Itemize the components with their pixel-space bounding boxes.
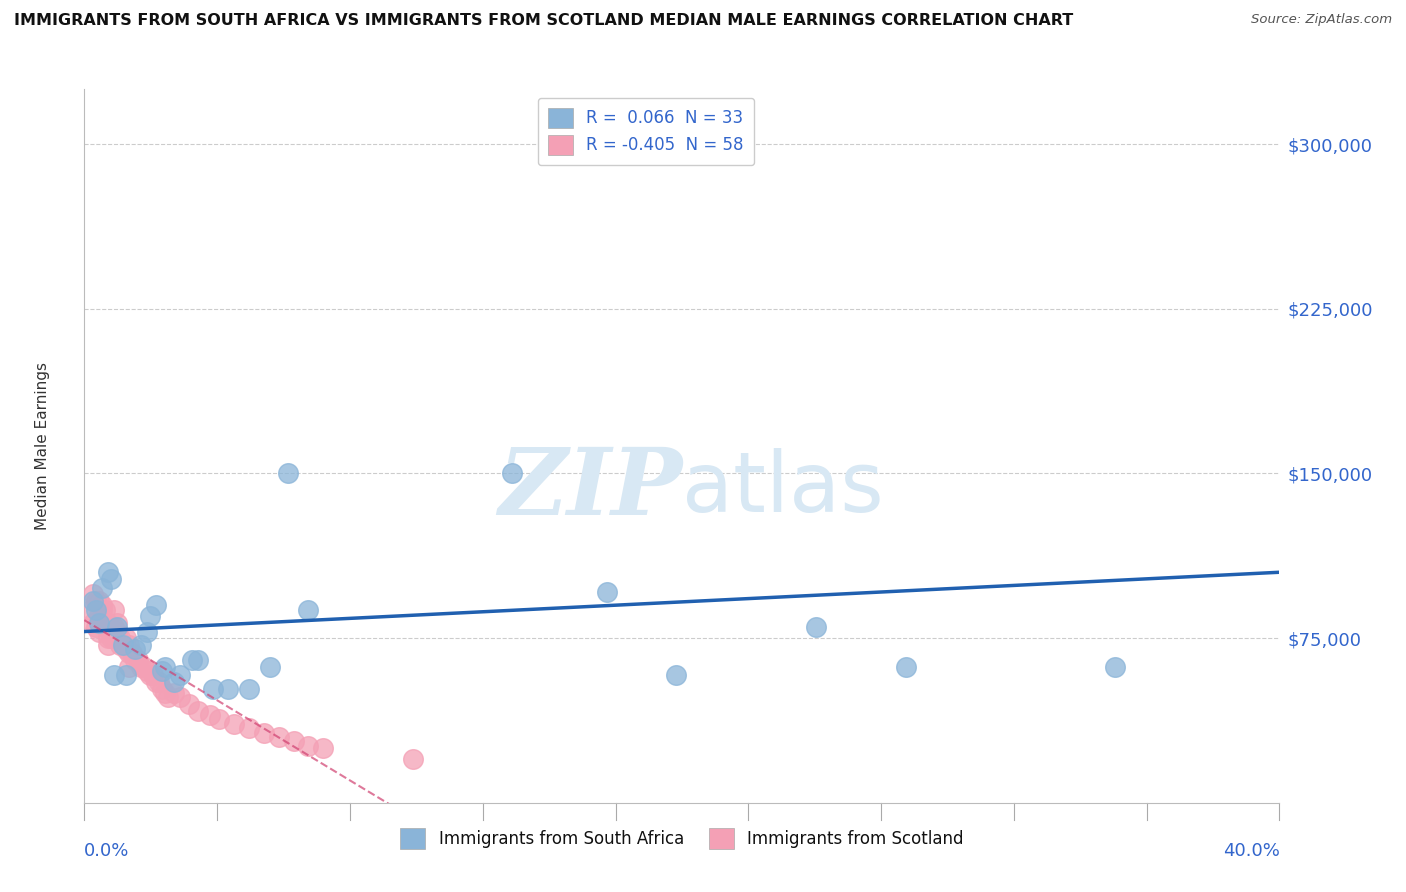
Point xyxy=(97,615,120,630)
Point xyxy=(97,638,120,652)
Point xyxy=(110,631,132,645)
Point xyxy=(145,675,167,690)
Point xyxy=(82,594,104,608)
Point xyxy=(894,659,917,673)
Point xyxy=(121,647,143,661)
Point xyxy=(596,585,619,599)
Text: 0.0%: 0.0% xyxy=(84,842,129,860)
Point xyxy=(153,659,176,673)
Point xyxy=(132,659,156,673)
Point xyxy=(1104,659,1126,673)
Point xyxy=(129,638,152,652)
Point xyxy=(267,730,290,744)
Point xyxy=(82,615,104,630)
Point xyxy=(97,631,120,645)
Point xyxy=(139,609,162,624)
Text: ZIP: ZIP xyxy=(498,444,682,533)
Point xyxy=(100,620,122,634)
Point xyxy=(127,653,149,667)
Point xyxy=(208,712,231,726)
Point xyxy=(169,690,191,705)
Point xyxy=(187,704,209,718)
Point xyxy=(118,659,141,673)
Point xyxy=(91,602,114,616)
Point xyxy=(402,752,425,766)
Point xyxy=(91,615,114,630)
Point xyxy=(79,602,101,616)
Point xyxy=(97,566,120,580)
Point xyxy=(157,690,180,705)
Point xyxy=(100,572,122,586)
Point xyxy=(501,467,523,481)
Point xyxy=(148,675,170,690)
Point xyxy=(94,602,117,616)
Point xyxy=(142,668,165,682)
Point xyxy=(806,620,828,634)
Point xyxy=(115,642,138,657)
Point xyxy=(89,609,111,624)
Point xyxy=(129,659,152,673)
Point xyxy=(277,467,299,481)
Point xyxy=(181,653,204,667)
Point xyxy=(297,602,319,616)
Point xyxy=(91,581,114,595)
Point xyxy=(110,638,132,652)
Point xyxy=(145,598,167,612)
Point xyxy=(169,668,191,682)
Text: IMMIGRANTS FROM SOUTH AFRICA VS IMMIGRANTS FROM SCOTLAND MEDIAN MALE EARNINGS CO: IMMIGRANTS FROM SOUTH AFRICA VS IMMIGRAN… xyxy=(14,13,1073,29)
Point xyxy=(253,725,276,739)
Text: atlas: atlas xyxy=(682,449,883,529)
Point xyxy=(89,594,111,608)
Point xyxy=(115,668,138,682)
Point xyxy=(163,686,186,700)
Point xyxy=(89,615,111,630)
Point xyxy=(82,587,104,601)
Point xyxy=(283,734,305,748)
Text: Median Male Earnings: Median Male Earnings xyxy=(35,362,51,530)
Point xyxy=(105,624,128,639)
Text: 40.0%: 40.0% xyxy=(1223,842,1279,860)
Point xyxy=(86,620,108,634)
Point xyxy=(103,631,125,645)
Point xyxy=(259,659,281,673)
Point xyxy=(94,620,117,634)
Point xyxy=(115,631,138,645)
Legend: Immigrants from South Africa, Immigrants from Scotland: Immigrants from South Africa, Immigrants… xyxy=(391,818,973,859)
Point xyxy=(100,631,122,645)
Point xyxy=(312,740,335,755)
Point xyxy=(112,638,135,652)
Point xyxy=(86,594,108,608)
Point xyxy=(89,624,111,639)
Point xyxy=(153,686,176,700)
Point xyxy=(139,668,162,682)
Point xyxy=(118,647,141,661)
Point xyxy=(124,642,146,657)
Point xyxy=(91,598,114,612)
Point xyxy=(103,668,125,682)
Point xyxy=(105,620,128,634)
Point xyxy=(163,675,186,690)
Point xyxy=(118,638,141,652)
Point xyxy=(103,620,125,634)
Point xyxy=(124,653,146,667)
Text: Source: ZipAtlas.com: Source: ZipAtlas.com xyxy=(1251,13,1392,27)
Point xyxy=(177,697,200,711)
Point xyxy=(238,721,260,735)
Point xyxy=(136,664,159,678)
Point xyxy=(112,638,135,652)
Point xyxy=(665,668,688,682)
Point xyxy=(105,615,128,630)
Point xyxy=(187,653,209,667)
Point xyxy=(297,739,319,753)
Point xyxy=(136,624,159,639)
Point xyxy=(198,708,221,723)
Point xyxy=(217,681,239,696)
Point xyxy=(150,664,173,678)
Point xyxy=(238,681,260,696)
Point xyxy=(103,602,125,616)
Point xyxy=(201,681,224,696)
Point xyxy=(222,716,245,731)
Point xyxy=(86,602,108,616)
Point xyxy=(150,681,173,696)
